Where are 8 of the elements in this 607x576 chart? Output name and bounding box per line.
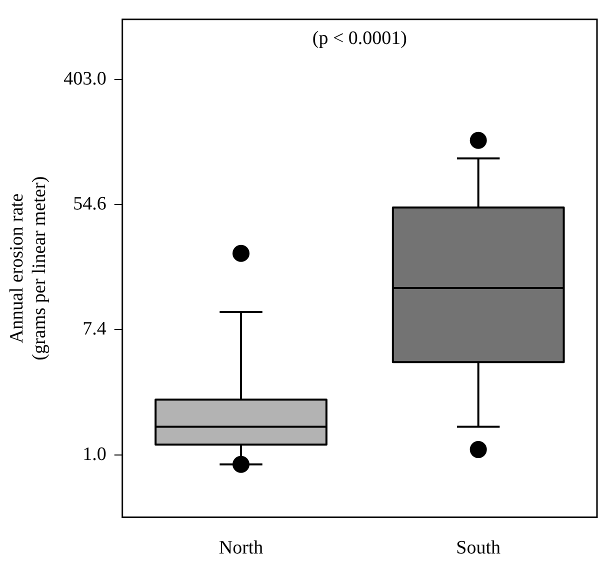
x-tick-label: South: [456, 538, 502, 559]
y-tick-label: 7.4: [82, 318, 107, 340]
y-tick-label: 54.6: [73, 193, 106, 214]
y-axis-title: Annual erosion rate (grams per linear meter): [6, 176, 50, 360]
y-tick-label: 403.0: [64, 68, 106, 90]
y-tick-label: 1.0: [82, 444, 106, 465]
x-tick-label: North: [218, 538, 264, 559]
annotation: (p < 0.0001): [312, 28, 407, 49]
